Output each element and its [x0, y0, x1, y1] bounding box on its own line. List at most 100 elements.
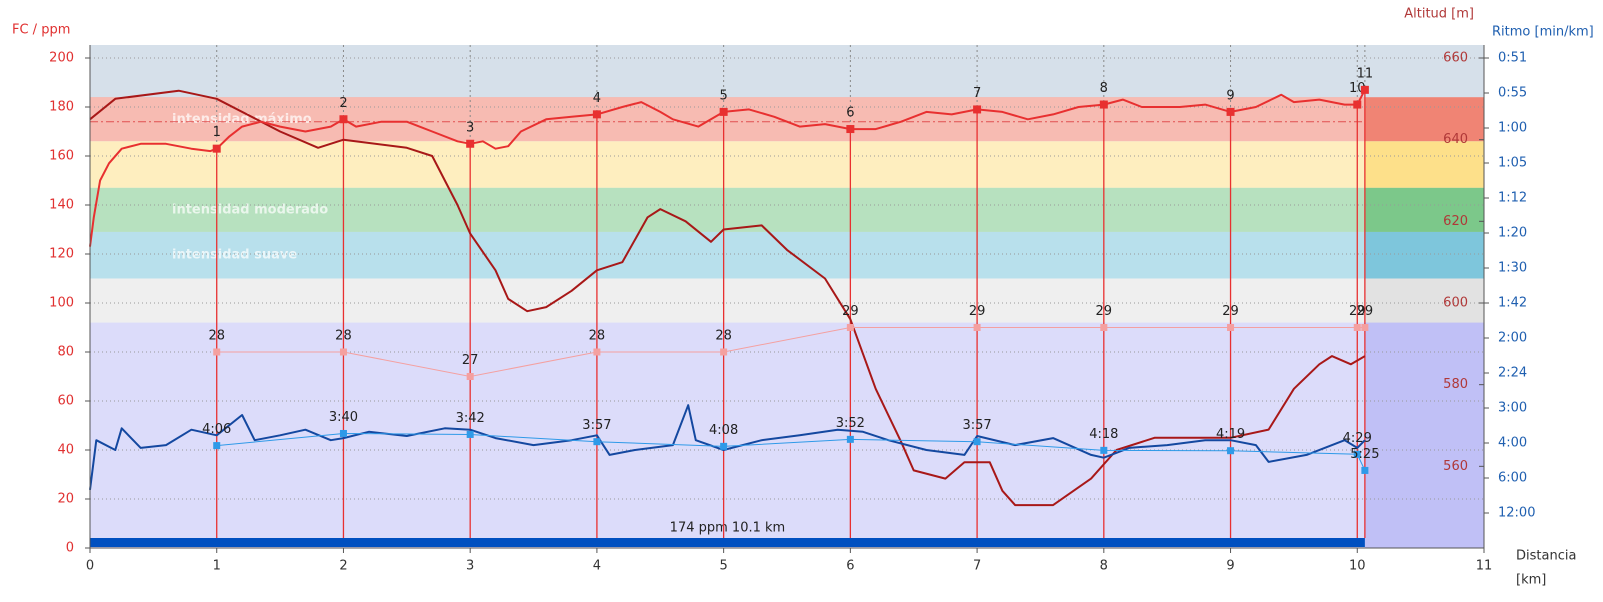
lap-marker [1360, 85, 1369, 94]
y3-tick-label: 1:20 [1498, 226, 1527, 241]
cadence-marker [846, 324, 854, 331]
pace-label: 3:57 [962, 418, 991, 433]
x-tick-label: 3 [466, 559, 474, 574]
lap-marker [592, 110, 601, 119]
y2-tick-label: 580 [1443, 377, 1468, 392]
y2-tick-label: 640 [1443, 132, 1468, 147]
y-tick-label: 160 [49, 149, 74, 164]
pace-label: 4:29 [1343, 431, 1372, 446]
lap-label: 6 [846, 106, 854, 121]
y2-tick-label: 600 [1443, 296, 1468, 311]
pace-label: 3:42 [456, 411, 485, 426]
y2-tick-label: 660 [1443, 51, 1468, 66]
cadence-marker [593, 348, 601, 356]
y3-tick-label: 1:42 [1498, 296, 1527, 311]
pace-marker [973, 438, 981, 446]
cadence-marker [1353, 324, 1361, 331]
lap-label: 8 [1100, 81, 1108, 96]
cadence-marker [973, 324, 981, 331]
lap-marker [466, 139, 475, 148]
x-tick-label: 5 [719, 559, 727, 574]
y3-axis-title: Ritmo [min/km] [1492, 25, 1594, 40]
cadence-label: 29 [842, 304, 859, 319]
x-tick-label: 6 [846, 559, 854, 574]
summary-bar [90, 538, 1365, 547]
cadence-label: 29 [969, 304, 986, 319]
y-tick-label: 140 [49, 198, 74, 213]
y3-tick-label: 0:55 [1498, 86, 1527, 101]
cadence-marker [466, 373, 474, 380]
pace-label: 3:52 [836, 416, 865, 431]
pace-marker [1100, 446, 1108, 454]
series-line [89, 404, 1366, 491]
cadence-label: 29 [1222, 304, 1239, 319]
pace-label: 3:57 [582, 418, 611, 433]
y3-tick-label: 6:00 [1498, 471, 1527, 486]
hr-zone [90, 231, 1484, 279]
lap-marker [212, 144, 221, 153]
covered-overlay [90, 97, 1365, 548]
pace-marker [593, 438, 601, 446]
x-tick-label: 0 [86, 559, 94, 574]
hr-zone [90, 278, 1484, 323]
pace-label: 4:06 [202, 422, 231, 437]
cadence-marker [1361, 324, 1369, 331]
lap-label: 7 [973, 86, 981, 101]
lap-label: 2 [339, 96, 347, 111]
pace-marker [213, 442, 221, 450]
lap-marker [1226, 107, 1235, 116]
lap-label: 9 [1226, 88, 1234, 103]
pace-marker [1353, 450, 1361, 458]
x-axis-title: Distancia [1516, 549, 1576, 564]
y-tick-label: 180 [49, 100, 74, 115]
cadence-marker [1227, 324, 1235, 331]
y3-tick-label: 2:00 [1498, 331, 1527, 346]
cadence-label: 28 [715, 329, 732, 344]
hr-zone [90, 187, 1484, 232]
lap-marker [973, 105, 982, 114]
cadence-marker [1100, 324, 1108, 331]
lap-label: 1 [213, 125, 221, 140]
cadence-marker [213, 348, 221, 356]
lap-marker [1099, 100, 1108, 109]
pace-marker [1361, 466, 1369, 474]
lap-label: 3 [466, 120, 474, 135]
lap-marker [339, 115, 348, 124]
y3-tick-label: 12:00 [1498, 506, 1535, 521]
hr-zone [90, 97, 1484, 142]
y3-tick-label: 1:30 [1498, 261, 1527, 276]
y2-axis-title: Altitud [m] [1404, 7, 1474, 22]
cadence-label: 27 [462, 353, 479, 368]
summary-label: 174 ppm 10.1 km [670, 521, 786, 536]
y-tick-label: 200 [49, 51, 74, 66]
y-tick-label: 20 [57, 492, 74, 507]
y3-tick-label: 3:00 [1498, 401, 1527, 416]
hr-zone [90, 141, 1484, 188]
zone-label: intensidad suave [172, 248, 297, 263]
plot-layer: intensidad máximo intensidad moderado inte… [89, 45, 1484, 549]
y3-tick-label: 4:00 [1498, 436, 1527, 451]
y-axis-title: FC / ppm [12, 23, 70, 38]
x-tick-label: 10 [1349, 559, 1366, 574]
cadence-label: 29 [1357, 304, 1374, 319]
cadence-label: 28 [335, 329, 352, 344]
y3-tick-label: 0:51 [1498, 51, 1527, 66]
cadence-label: 28 [208, 329, 225, 344]
cadence-label: 29 [1349, 304, 1366, 319]
x-tick-label: 8 [1100, 559, 1108, 574]
cadence-label: 28 [589, 329, 606, 344]
y2-tick-label: 560 [1443, 459, 1468, 474]
y-tick-label: 40 [57, 443, 74, 458]
y3-tick-label: 1:00 [1498, 121, 1527, 136]
pace-label: 4:18 [1089, 427, 1118, 442]
x-tick-label: 2 [339, 559, 347, 574]
pace-label: 3:40 [329, 410, 358, 425]
lap-label: 5 [719, 88, 727, 103]
y3-tick-label: 2:24 [1498, 366, 1527, 381]
x-tick-label: 4 [593, 559, 601, 574]
zone-label: intensidad máximo [172, 112, 312, 127]
pace-marker [339, 429, 347, 437]
cadence-label: 29 [1096, 304, 1113, 319]
x-tick-label: 7 [973, 559, 981, 574]
